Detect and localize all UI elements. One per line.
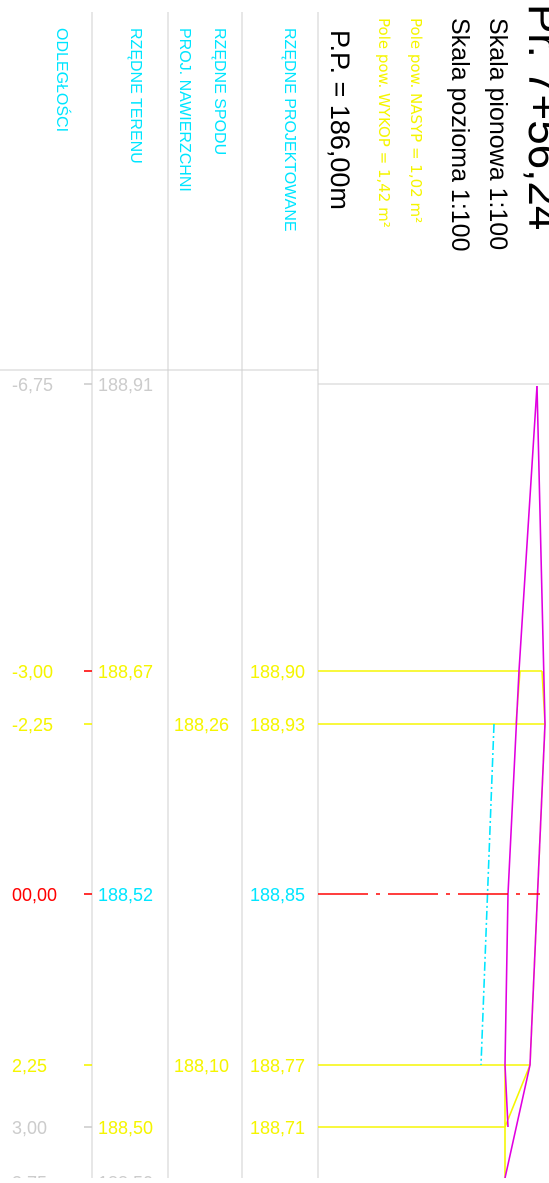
area-cut-block: Pole pow. WYKOP = 1,42 m² xyxy=(375,18,393,228)
terrain-outline xyxy=(504,385,546,1179)
datum-level: P.P. = 186,00m xyxy=(325,30,355,210)
station-distance: -2,25 xyxy=(12,715,53,735)
station-values: -6,75 188,91 -3,00 188,67 188,90 -2,25 188,26 1… xyxy=(12,375,305,1183)
row-label-bottom-text1: RZĘDNE SPODU xyxy=(211,28,228,155)
terrain-elevation: 188,67 xyxy=(98,662,153,682)
station-distance: 3,00 xyxy=(12,1118,47,1138)
station-distance: -3,00 xyxy=(12,662,53,682)
scale-vertical-block: Skala pionowa 1:100 xyxy=(484,18,512,250)
projected-elevation: 188,85 xyxy=(250,885,305,905)
area-cut: Pole pow. WYKOP = 1,42 m² xyxy=(375,18,393,228)
terrain-elevation: 188,91 xyxy=(98,375,153,395)
design-surface-line xyxy=(504,670,546,1178)
scale-horizontal-block: Skala pozioma 1:100 xyxy=(446,18,474,251)
area-fill: Pole pow. NASYP = 1,02 m² xyxy=(407,18,425,223)
scale-vertical: Skala pionowa 1:100 xyxy=(484,18,512,250)
row-label-terrain: RZĘDNE TERENU xyxy=(127,28,144,164)
projected-elevation: 188,93 xyxy=(250,715,305,735)
station-distance: 3,75 xyxy=(12,1173,47,1178)
scale-horizontal: Skala pozioma 1:100 xyxy=(446,18,474,251)
row-label-bottom: RZĘDNE SPODU xyxy=(211,28,228,155)
row-label-bottom-2: PROJ. NAWIERZCHNI xyxy=(176,28,193,192)
projected-elevation: 188,77 xyxy=(250,1056,305,1076)
projected-elevation: 188,71 xyxy=(250,1118,305,1138)
row-label-terrain-text: RZĘDNE TERENU xyxy=(127,28,144,164)
station-distance: 00,00 xyxy=(12,885,57,905)
row-label-distances-text: ODLEGŁOŚCI xyxy=(53,28,72,132)
row-label-projected: RZĘDNE PROJEKTOWANE xyxy=(281,28,298,232)
section-geometry xyxy=(318,385,546,1179)
station-distance: 2,25 xyxy=(12,1056,47,1076)
datum-block: P.P. = 186,00m xyxy=(325,30,355,210)
projected-elevation: 188,90 xyxy=(250,662,305,682)
row-label-bottom-text2: PROJ. NAWIERZCHNI xyxy=(176,28,193,192)
section-title: Pr. 7+56,24 xyxy=(519,4,549,230)
table-grid xyxy=(0,12,549,1178)
terrain-elevation: 188,50 xyxy=(98,1173,153,1178)
terrain-elevation: 188,52 xyxy=(98,885,153,905)
bottom-elevation: 188,10 xyxy=(174,1056,229,1076)
bottom-elevation: 188,26 xyxy=(174,715,229,735)
area-fill-block: Pole pow. NASYP = 1,02 m² xyxy=(407,18,425,223)
row-label-distances: ODLEGŁOŚCI xyxy=(53,28,72,132)
station-distance: -6,75 xyxy=(12,375,53,395)
row-label-projected-text: RZĘDNE PROJEKTOWANE xyxy=(281,28,298,232)
terrain-elevation: 188,50 xyxy=(98,1118,153,1138)
title-block: Pr. 7+56,24 xyxy=(519,4,549,230)
